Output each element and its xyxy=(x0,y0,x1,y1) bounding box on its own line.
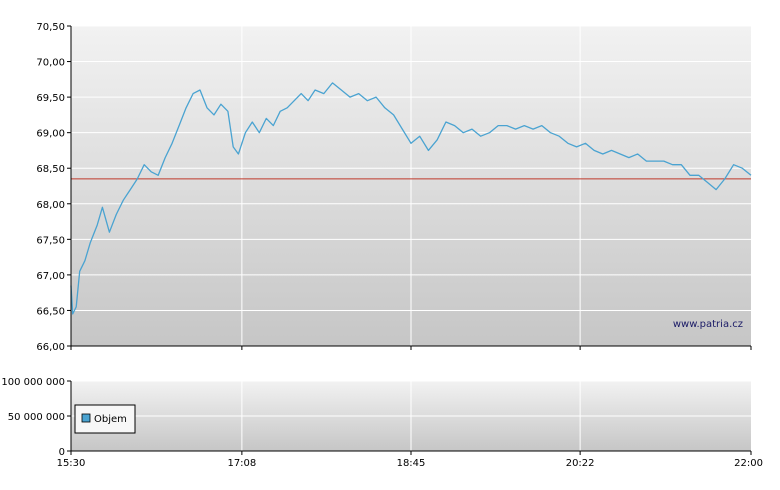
price-y-tick-label: 67,00 xyxy=(36,271,65,282)
volume-grid xyxy=(71,380,751,451)
legend-label: Objem xyxy=(94,414,127,425)
x-tick-label: 15:30 xyxy=(57,458,86,469)
price-series xyxy=(70,82,752,315)
price-y-tick-label: 68,00 xyxy=(36,200,65,211)
volume-y-axis: 0 50 000 000 100 000 000 xyxy=(1,377,71,458)
volume-x-axis: 15:30 17:08 18:45 20:22 22:00 xyxy=(57,451,763,469)
price-y-tick-label: 66,00 xyxy=(36,342,65,353)
price-y-tick-label: 70,50 xyxy=(36,22,65,33)
x-tick-label: 17:08 xyxy=(227,458,256,469)
price-y-tick-label: 67,50 xyxy=(36,235,65,246)
volume-y-tick-label: 0 xyxy=(59,447,65,458)
x-tick-label: 20:22 xyxy=(566,458,595,469)
price-y-tick-label: 68,50 xyxy=(36,164,65,175)
price-y-tick-label: 69,50 xyxy=(36,93,65,104)
legend: Objem xyxy=(74,404,136,434)
price-y-tick-label: 69,00 xyxy=(36,129,65,140)
price-x-axis xyxy=(70,346,752,350)
price-series-line xyxy=(70,82,752,315)
volume-y-tick-label: 50 000 000 xyxy=(8,412,65,423)
watermark: www.patria.cz xyxy=(673,319,743,330)
x-tick-label: 18:45 xyxy=(397,458,426,469)
x-tick-label: 22:00 xyxy=(734,458,763,469)
price-y-tick-label: 70,00 xyxy=(36,58,65,69)
volume-y-tick-label: 100 000 000 xyxy=(1,377,65,388)
price-grid xyxy=(71,25,751,346)
legend-swatch xyxy=(81,413,91,423)
price-y-tick-label: 66,50 xyxy=(36,306,65,317)
price-y-axis: 66,00 66,50 67,00 67,50 68,00 68,50 69,00 69,50… xyxy=(36,22,71,353)
